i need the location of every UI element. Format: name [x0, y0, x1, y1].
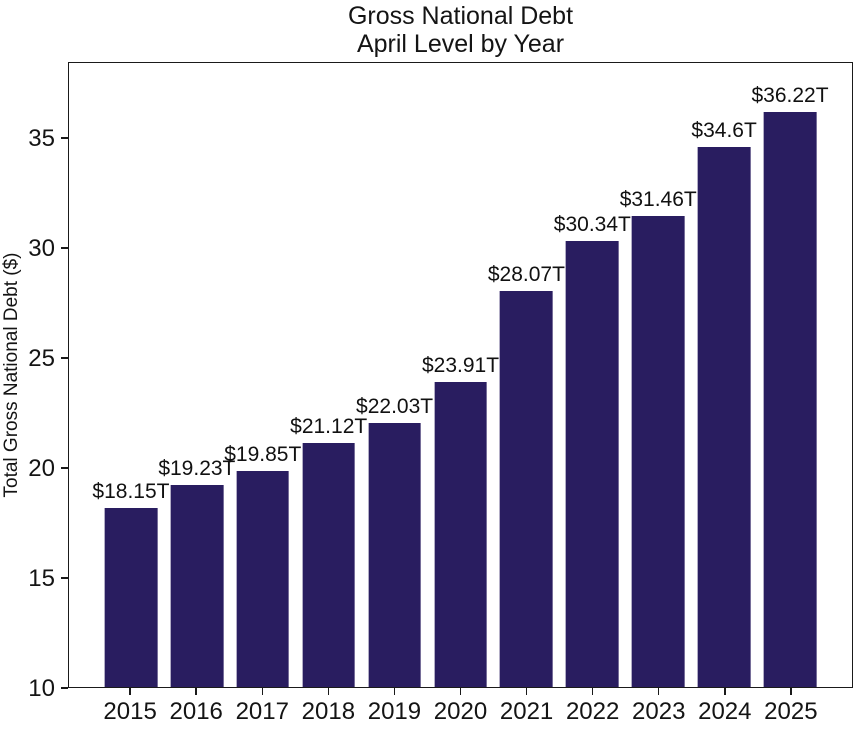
- x-tick-mark: [393, 688, 396, 695]
- x-tick-label-2021: 2021: [499, 698, 554, 725]
- x-tick-label-2017: 2017: [235, 698, 289, 725]
- bar-2024: [697, 147, 751, 687]
- y-tick-mark: [61, 467, 68, 469]
- x-tick-label-2025: 2025: [764, 698, 818, 725]
- y-tick-label-10: 10: [28, 675, 55, 702]
- bar-2018: [302, 443, 356, 687]
- x-tick-mark: [724, 688, 726, 695]
- y-tick-mark: [61, 687, 68, 689]
- bar-2021: [500, 290, 553, 687]
- x-tick-mark: [525, 688, 528, 695]
- bar-2025: [763, 111, 817, 687]
- bar-2019: [368, 423, 421, 687]
- bar-2023: [631, 216, 685, 687]
- bar-2015: [104, 508, 158, 687]
- bar-value-label-2019: $22.03T: [356, 395, 434, 419]
- x-tick-mark: [790, 688, 792, 695]
- y-tick-label-35: 35: [28, 124, 55, 152]
- bar-value-label-2022: $30.34T: [553, 212, 631, 236]
- bar-value-label-2016: $19.23T: [158, 456, 236, 480]
- bar-value-label-2021: $28.07T: [487, 262, 565, 286]
- chart-title-block: Gross National Debt April Level by Year: [68, 2, 853, 58]
- x-tick-label-2020: 2020: [433, 698, 488, 725]
- y-tick-label-30: 30: [28, 234, 55, 262]
- x-tick-mark: [459, 688, 462, 695]
- x-tick-mark: [261, 688, 264, 695]
- bar-2016: [170, 484, 224, 687]
- bar-value-label-2020: $23.91T: [421, 353, 500, 377]
- x-tick-mark: [195, 688, 197, 695]
- x-tick-mark: [129, 688, 131, 695]
- bar-2020: [434, 381, 487, 687]
- x-tick-label-2023: 2023: [632, 698, 686, 725]
- bar-value-label-2015: $18.15T: [92, 480, 170, 504]
- bar-value-label-2023: $31.46T: [619, 188, 697, 212]
- y-tick-label-20: 20: [28, 454, 55, 482]
- y-tick-mark: [61, 357, 68, 359]
- bar-value-label-2017: $19.85T: [224, 442, 302, 466]
- plot-area: $18.15T $19.23T $19.85T $21.12T $22.03T $23.9…: [68, 62, 853, 688]
- bar-2022: [565, 240, 619, 687]
- x-tick-mark: [657, 688, 660, 695]
- x-tick-label-2024: 2024: [698, 698, 752, 725]
- y-tick-label-15: 15: [28, 564, 55, 592]
- bar-value-label-2025: $36.22T: [751, 83, 829, 107]
- y-tick-mark: [61, 577, 68, 579]
- bar-value-label-2024: $34.6T: [691, 119, 757, 143]
- x-tick-label-2022: 2022: [565, 698, 620, 725]
- x-tick-label-2015: 2015: [103, 698, 157, 725]
- y-tick-label-25: 25: [28, 344, 55, 372]
- chart-title: Gross National Debt: [347, 2, 574, 30]
- x-tick-label-2018: 2018: [301, 698, 356, 725]
- bar-2017: [236, 470, 290, 687]
- chart-subtitle: April Level by Year: [356, 30, 565, 58]
- y-tick-mark: [61, 247, 68, 249]
- y-tick-mark: [61, 137, 68, 139]
- x-tick-mark: [591, 688, 594, 695]
- x-tick-label-2016: 2016: [169, 698, 223, 725]
- bar-value-label-2018: $21.12T: [290, 415, 368, 439]
- x-tick-label-2019: 2019: [367, 698, 422, 725]
- x-tick-mark: [327, 688, 330, 695]
